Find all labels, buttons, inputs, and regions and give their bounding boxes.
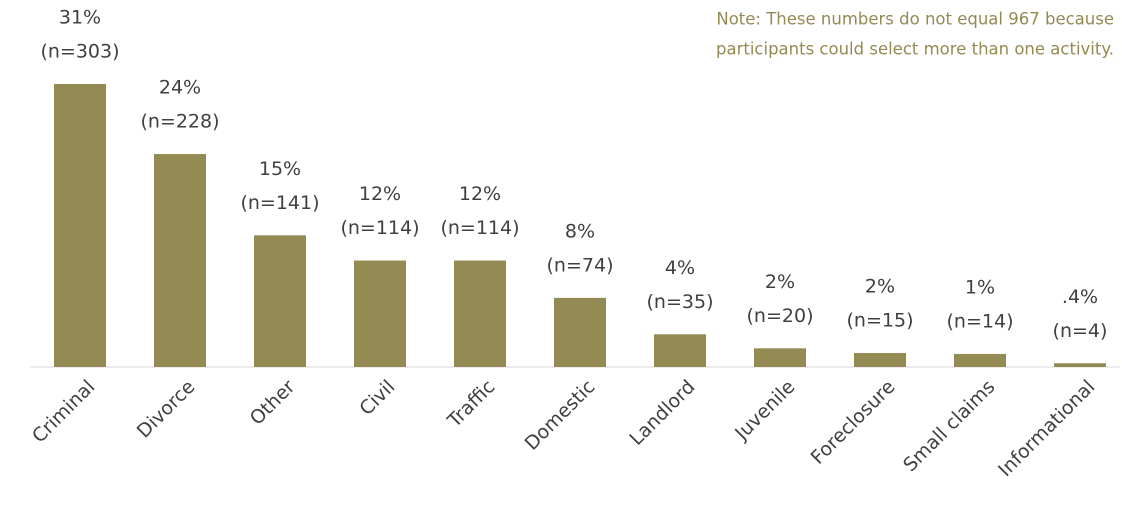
percentage-label: 31% xyxy=(59,7,101,29)
percentage-label: 24% xyxy=(159,77,201,99)
value-label: (n=14) xyxy=(947,310,1014,332)
value-label: (n=15) xyxy=(847,309,914,331)
value-label: (n=4) xyxy=(1053,320,1108,342)
bar xyxy=(654,334,706,367)
x-tick-label: Traffic xyxy=(443,376,500,433)
percentage-label: 2% xyxy=(765,271,795,293)
percentage-label: 12% xyxy=(359,183,401,205)
bar xyxy=(354,260,406,367)
bar xyxy=(154,154,206,367)
percentage-label: 15% xyxy=(259,158,301,180)
percentage-label: 1% xyxy=(965,276,995,298)
bar xyxy=(554,297,606,367)
value-label: (n=74) xyxy=(547,254,614,276)
percentage-label: 12% xyxy=(459,183,501,205)
value-label: (n=228) xyxy=(140,111,219,133)
value-label: (n=20) xyxy=(747,305,814,327)
bar xyxy=(754,348,806,367)
x-tick-label: Domestic xyxy=(521,376,600,455)
value-label: (n=141) xyxy=(240,192,319,214)
bar xyxy=(454,260,506,367)
value-label: (n=35) xyxy=(647,291,714,313)
note: Note: These numbers do not equal 967 bec… xyxy=(716,10,1114,29)
x-tick-label: Civil xyxy=(355,376,399,420)
value-label: (n=114) xyxy=(340,217,419,239)
bar xyxy=(1054,363,1106,367)
bar xyxy=(954,353,1006,367)
x-tick-label: Divorce xyxy=(133,376,200,443)
x-tick-label: Landlord xyxy=(625,376,699,450)
percentage-label: 8% xyxy=(565,220,595,242)
x-tick-label: Other xyxy=(246,376,300,430)
x-tick-label: Foreclosure xyxy=(807,376,900,469)
percentage-label: .4% xyxy=(1062,286,1098,308)
x-tick-label: Juvenile xyxy=(730,376,799,445)
value-label: (n=114) xyxy=(440,217,519,239)
note: participants could select more than one … xyxy=(716,40,1114,59)
x-tick-label: Informational xyxy=(994,376,1099,481)
percentage-label: 2% xyxy=(865,275,895,297)
bar xyxy=(854,352,906,367)
x-tick-label: Small claims xyxy=(899,376,999,476)
bar xyxy=(254,235,306,367)
value-label: (n=303) xyxy=(40,41,119,63)
percentage-label: 4% xyxy=(665,257,695,279)
x-tick-label: Criminal xyxy=(28,376,99,447)
bar xyxy=(54,84,106,367)
